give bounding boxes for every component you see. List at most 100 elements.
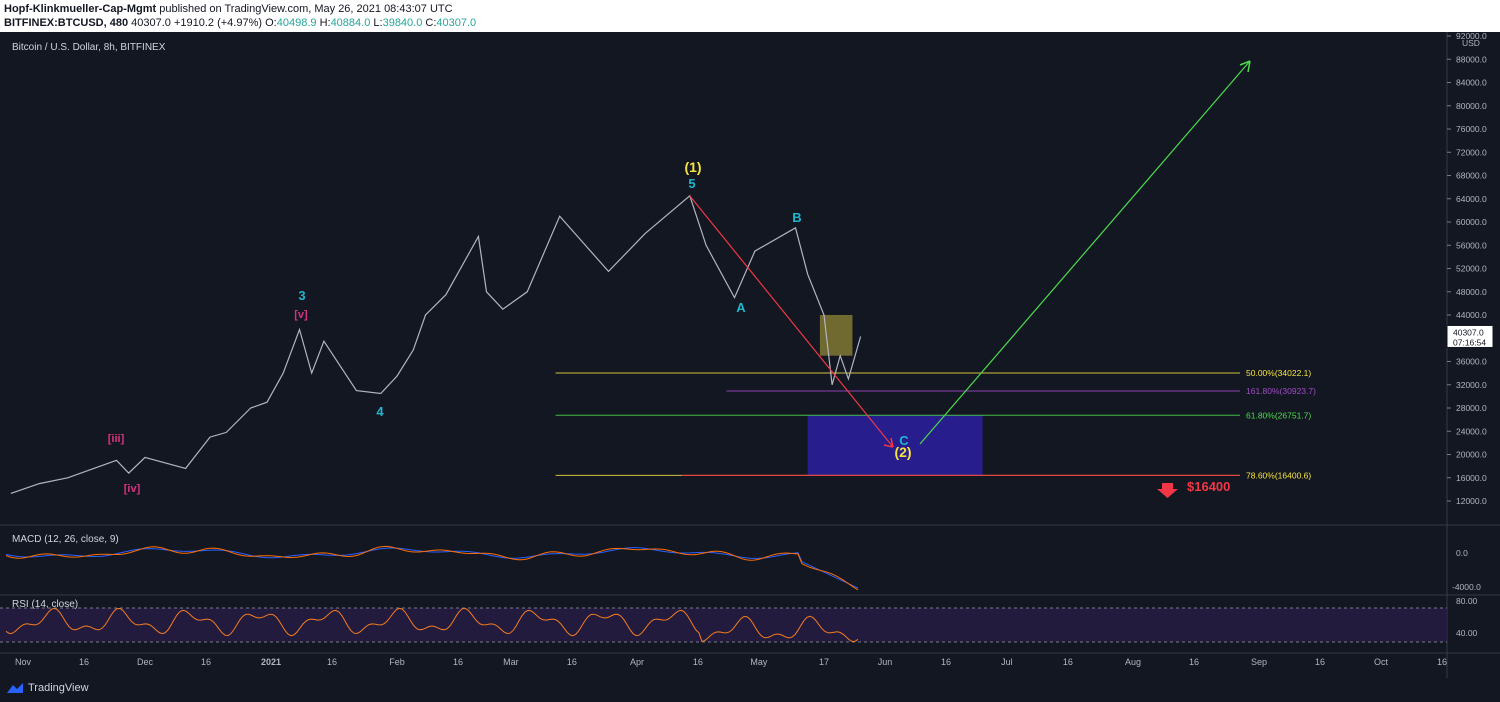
fib-level-label: 50.00%(34022.1) <box>1246 368 1311 378</box>
red-arrowhead-icon <box>883 437 894 448</box>
price-tick-label: 92000.0 <box>1456 32 1487 41</box>
price-tick-label: 32000.0 <box>1456 380 1487 390</box>
time-tick-label: May <box>750 657 768 667</box>
fib-level-label: 78.60%(16400.6) <box>1246 470 1311 480</box>
wave-label: 5 <box>688 176 695 191</box>
time-tick-label: Oct <box>1374 657 1389 667</box>
time-tick-label: 16 <box>1189 657 1199 667</box>
published-info: published on TradingView.com, May 26, 20… <box>159 3 453 15</box>
last-price-tag <box>1446 324 1494 348</box>
wave-label: (2) <box>894 444 911 460</box>
price-tick-label: 16000.0 <box>1456 473 1487 483</box>
time-tick-label: 16 <box>453 657 463 667</box>
rsi-tick-label: 40.00 <box>1456 628 1478 638</box>
time-tick-label: 16 <box>201 657 211 667</box>
chart-canvas[interactable]: Bitcoin / U.S. Dollar, 8h, BITFINEX 9200… <box>0 32 1500 678</box>
target-price-label: $16400 <box>1187 479 1230 494</box>
tradingview-footer: TradingView <box>0 678 1500 702</box>
time-tick-label: 17 <box>819 657 829 667</box>
macd-tick-label: -4000.0 <box>1452 582 1481 592</box>
open-value: 40498.9 <box>276 17 317 29</box>
price-tick-label: 56000.0 <box>1456 240 1487 250</box>
wave-label: C <box>899 433 909 448</box>
rsi-title: RSI (14, close) <box>12 599 78 610</box>
fib-level-label: 161.80%(30923.7) <box>1246 386 1316 396</box>
price-tick-label: 52000.0 <box>1456 264 1487 274</box>
high-value: 40884.0 <box>330 17 371 29</box>
time-tick-label: 16 <box>693 657 703 667</box>
tradingview-logo-icon <box>7 683 23 693</box>
price-tick-label: 88000.0 <box>1456 54 1487 64</box>
time-tick-label: 16 <box>1437 657 1447 667</box>
price-tick-label: 64000.0 <box>1456 194 1487 204</box>
rsi-tick-label: 80.00 <box>1456 596 1478 606</box>
time-tick-label: 16 <box>1063 657 1073 667</box>
price-tick-label: 12000.0 <box>1456 496 1487 506</box>
close-label: C: <box>425 17 437 29</box>
projection-arrow <box>919 60 1251 445</box>
down-arrow-icon <box>1157 483 1178 498</box>
target-zone-box <box>807 415 983 476</box>
wave-label: A <box>736 300 746 315</box>
macd-tick-label: 0.0 <box>1456 548 1468 558</box>
wave-label: 3 <box>298 288 305 303</box>
price-tick-label: 48000.0 <box>1456 287 1487 297</box>
open-label: O: <box>265 17 277 29</box>
high-label: H: <box>319 17 331 29</box>
time-tick-label: Jul <box>1001 657 1013 667</box>
green-arrowhead-icon <box>1239 60 1251 73</box>
rsi-band <box>0 608 1447 642</box>
symbol-label: BITFINEX:BTCUSD, 480 <box>4 17 129 29</box>
time-tick-label: Mar <box>503 657 519 667</box>
wave-label: 4 <box>376 404 384 419</box>
ohlc-line: BITFINEX:BTCUSD, 480 40307.0 +1910.2 (+4… <box>4 17 476 29</box>
price-tick-label: 84000.0 <box>1456 78 1487 88</box>
tradingview-logo[interactable]: TradingView <box>6 682 89 694</box>
price-tick-label: 36000.0 <box>1456 357 1487 367</box>
macd-signal-line <box>5 545 859 591</box>
time-tick-label: 16 <box>79 657 89 667</box>
btc-price-line <box>10 194 862 494</box>
wave-label: (1) <box>684 159 701 175</box>
price-tick-label: 68000.0 <box>1456 171 1487 181</box>
price-tick-label: 44000.0 <box>1456 310 1487 320</box>
time-tick-label: 16 <box>327 657 337 667</box>
time-tick-label: Apr <box>630 657 644 667</box>
price-change: +1910.2 (+4.97%) <box>173 17 263 29</box>
time-tick-label: Sep <box>1251 657 1267 667</box>
price-tick-label: 24000.0 <box>1456 426 1487 436</box>
wave-a-c-arrow <box>689 195 894 448</box>
price-tick-label: 28000.0 <box>1456 403 1487 413</box>
rsi-line <box>5 607 859 643</box>
time-tick-label: 16 <box>567 657 577 667</box>
time-tick-label: 2021 <box>261 657 281 667</box>
brand-label: TradingView <box>28 682 89 694</box>
macd-title: MACD (12, 26, close, 9) <box>12 534 119 545</box>
price-tick-label: 80000.0 <box>1456 101 1487 111</box>
macd-line <box>5 547 859 589</box>
countdown-value: 07:16:54 <box>1453 337 1486 347</box>
publisher-name[interactable]: Hopf-Klinkmueller-Cap-Mgmt <box>4 3 157 15</box>
last-price: 40307.0 <box>131 17 171 29</box>
time-tick-label: 16 <box>941 657 951 667</box>
price-tick-label: 76000.0 <box>1456 124 1487 134</box>
time-tick-label: Jun <box>878 657 893 667</box>
time-tick-label: Aug <box>1125 657 1141 667</box>
time-tick-label: Dec <box>137 657 154 667</box>
time-tick-label: Nov <box>15 657 32 667</box>
low-label: L: <box>373 17 383 29</box>
chart-title: Bitcoin / U.S. Dollar, 8h, BITFINEX <box>12 42 166 53</box>
wave-label: [v] <box>294 309 308 321</box>
price-unit-label: USD <box>1462 38 1480 48</box>
time-tick-label: 16 <box>1315 657 1325 667</box>
price-tick-label: 20000.0 <box>1456 450 1487 460</box>
price-tick-label: 72000.0 <box>1456 147 1487 157</box>
low-value: 39840.0 <box>382 17 423 29</box>
wave-label: [iv] <box>124 483 141 495</box>
wave-label: B <box>792 210 801 225</box>
time-tick-label: Feb <box>389 657 405 667</box>
wave-label: [iii] <box>108 433 125 445</box>
publish-header: Hopf-Klinkmueller-Cap-Mgmt published on … <box>0 0 1500 32</box>
price-tick-label: 60000.0 <box>1456 217 1487 227</box>
close-value: 40307.0 <box>436 17 477 29</box>
